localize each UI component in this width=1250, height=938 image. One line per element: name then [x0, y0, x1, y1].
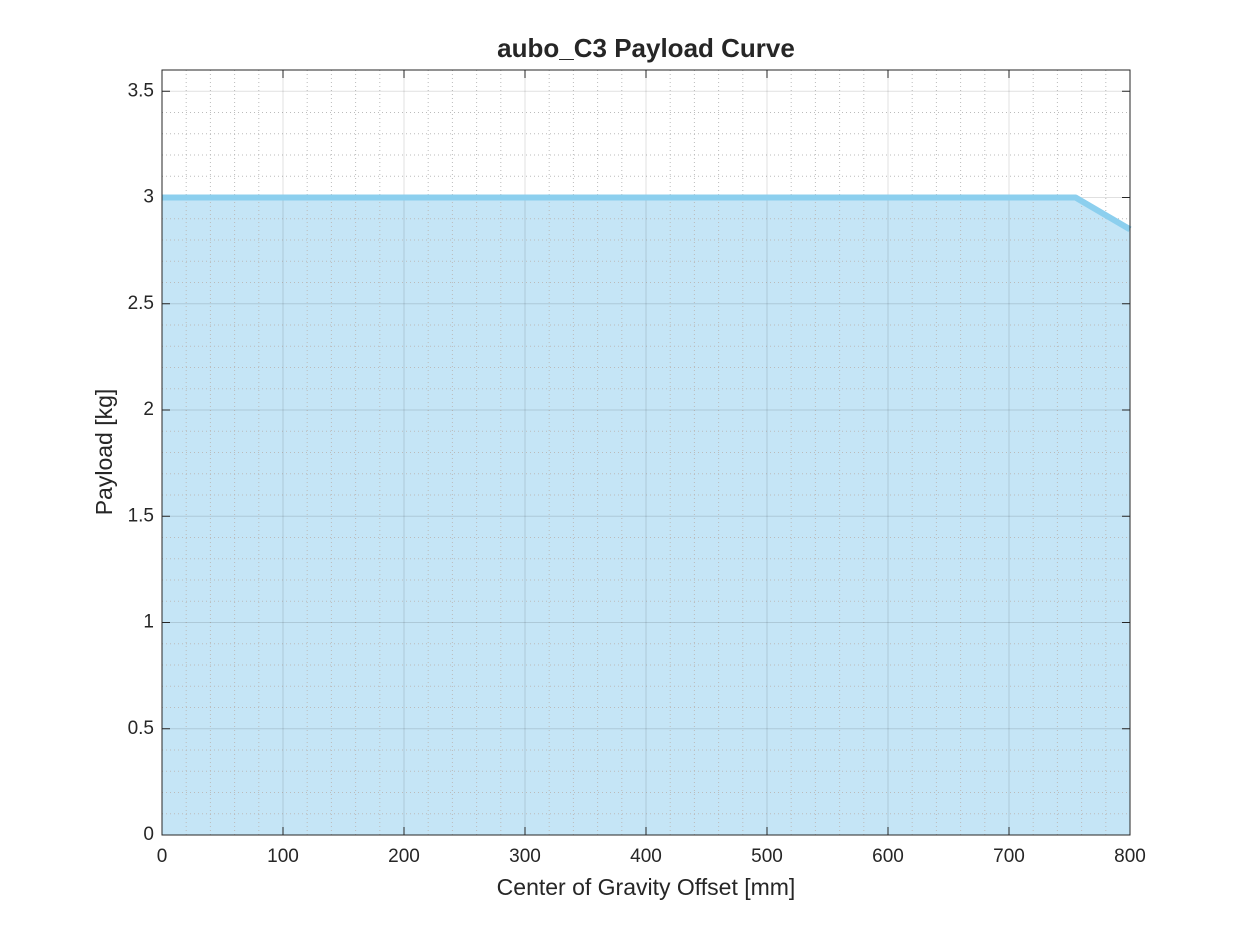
y-tick-label: 1.5: [128, 505, 154, 526]
x-tick-label: 700: [993, 846, 1025, 867]
x-tick-label: 300: [509, 846, 541, 867]
x-tick-label: 600: [872, 846, 904, 867]
y-axis-label: Payload [kg]: [91, 389, 117, 516]
x-tick-label: 400: [630, 846, 662, 867]
chart-title: aubo_C3 Payload Curve: [497, 33, 795, 63]
x-tick-label: 800: [1114, 846, 1146, 867]
payload-line: [162, 194, 1132, 232]
y-tick-label: 0.5: [128, 718, 154, 739]
y-tick-label: 2.5: [128, 293, 154, 314]
y-tick-label: 1: [143, 612, 154, 633]
x-tick-label: 0: [157, 846, 168, 867]
area-fill: [162, 197, 1130, 835]
axes-box: [161, 69, 1131, 836]
x-tick-label: 500: [751, 846, 783, 867]
x-axis-label: Center of Gravity Offset [mm]: [497, 874, 796, 900]
y-tick-label: 2: [143, 399, 154, 420]
y-tick-label: 0: [143, 824, 154, 845]
y-tick-label: 3.5: [128, 80, 154, 101]
x-tick-label: 200: [388, 846, 420, 867]
y-tick-label: 3: [143, 187, 154, 208]
x-tick-label: 100: [267, 846, 299, 867]
